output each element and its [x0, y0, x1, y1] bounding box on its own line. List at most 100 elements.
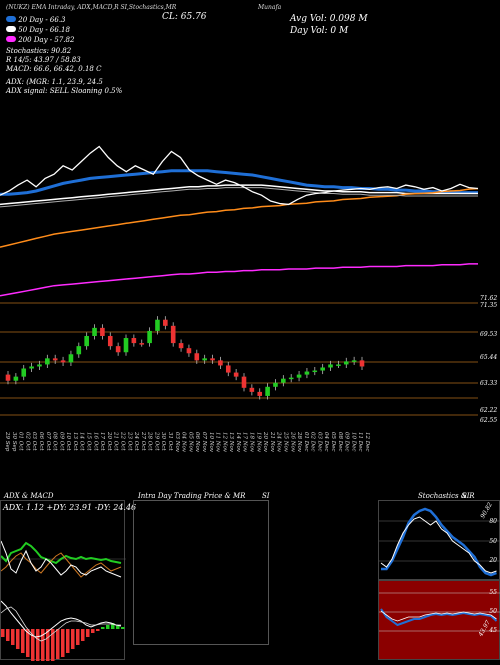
- candle-body: [37, 364, 42, 367]
- date-label: 28 Nov: [296, 431, 302, 453]
- candle-body: [218, 360, 223, 366]
- candle-body: [45, 358, 50, 365]
- candle-body: [84, 335, 89, 347]
- macd-bar: [51, 629, 55, 661]
- candle-body: [210, 358, 215, 361]
- date-label: 08 Oct: [52, 432, 58, 451]
- date-label: 10 Dec: [350, 432, 356, 452]
- adx-minus-line: [0, 552, 122, 578]
- macd-line: [0, 600, 122, 638]
- date-label: 21 Nov: [269, 431, 275, 453]
- date-label: 01 Oct: [18, 432, 24, 451]
- macd-bar: [96, 629, 100, 631]
- date-label: 26 Nov: [289, 431, 295, 453]
- adx-line: [0, 540, 122, 578]
- candle-body: [68, 354, 74, 363]
- stoch-level-50: 50: [489, 538, 497, 545]
- intraday-panel: [133, 500, 269, 645]
- rsi-level-45: 45: [489, 627, 497, 634]
- date-label: 29 Sep: [4, 431, 10, 452]
- candle-body: [76, 346, 82, 355]
- date-label: 07 Nov: [201, 432, 207, 453]
- candle-body: [249, 387, 255, 392]
- price-trace: [0, 145, 479, 206]
- ema-legend: 20 Day - 66.3 50 Day - 66.18 200 Day - 5…: [6, 16, 74, 46]
- candle-body: [312, 370, 318, 373]
- candle-body: [131, 338, 137, 344]
- macd-bar: [76, 629, 80, 645]
- date-label: 10 Nov: [208, 432, 214, 453]
- candle-body: [21, 368, 27, 377]
- macd-signal-line: [0, 606, 121, 642]
- macd-bar: [66, 629, 70, 653]
- macd-bar: [41, 629, 45, 665]
- price-gridlines: [0, 302, 478, 416]
- macd-bar: [36, 629, 40, 663]
- date-label: 10 Oct: [65, 432, 71, 451]
- stoch-d-line: [380, 516, 497, 574]
- date-label: 06 Oct: [38, 432, 44, 451]
- rsi-level-55: 55: [489, 589, 497, 596]
- date-label: 03 Nov: [174, 432, 180, 453]
- candle-body: [29, 366, 34, 369]
- date-label: 24 Nov: [276, 431, 282, 453]
- candle-body: [288, 377, 294, 380]
- candle-body: [265, 386, 270, 396]
- candle-body: [52, 358, 58, 361]
- ticker-header: (NUKZ) EMA Intraday, ADX,MACD,R SI,Stoch…: [6, 4, 177, 11]
- legend-label: 200 Day - 57.82: [18, 36, 75, 44]
- price-label: 62.55: [480, 417, 497, 424]
- date-label: 21 Oct: [113, 431, 119, 451]
- macd-bar: [111, 623, 115, 629]
- date-label: 14 Oct: [79, 432, 85, 451]
- date-label: 11 Nov: [215, 432, 221, 453]
- price-label: 65.44: [480, 354, 497, 361]
- legend-label: 20 Day - 66.3: [18, 16, 66, 24]
- price-label: 71.62: [480, 295, 497, 302]
- date-label: 27 Oct: [140, 431, 146, 451]
- date-label: 28 Oct: [147, 431, 153, 451]
- candle-body: [163, 319, 168, 326]
- date-label: 23 Oct: [126, 431, 132, 451]
- date-label: 15 Oct: [86, 432, 92, 451]
- ema-line-50day-shadow: [0, 187, 478, 208]
- candle-body: [123, 338, 129, 353]
- candle-body: [13, 376, 19, 381]
- date-label: 18 Nov: [249, 432, 255, 453]
- date-label: 24 Oct: [133, 431, 139, 451]
- date-label: 06 Nov: [194, 432, 200, 453]
- candle-body: [273, 382, 278, 387]
- date-label: 29 Oct: [153, 431, 159, 451]
- candle-body: [5, 374, 11, 381]
- rsi-panel: 55 50 45 43.97: [378, 580, 500, 660]
- macd-bar: [61, 629, 65, 657]
- candle-body: [257, 391, 263, 396]
- date-label: 13 Oct: [72, 432, 78, 451]
- date-axis-labels: 29 Sep 30 Sep 01 Oct 02 Oct 03 Oct 06 Oct 07 O…: [4, 431, 370, 453]
- intraday-si: SI: [262, 492, 270, 500]
- source-label: Munafa: [258, 4, 282, 11]
- candle-body: [170, 325, 176, 344]
- macd-bar: [46, 629, 50, 663]
- intraday-title: Intra Day Trading Price & MR: [138, 492, 246, 500]
- macd-bar: [81, 629, 85, 641]
- date-label: 17 Oct: [99, 432, 105, 451]
- date-label: 03 Oct: [31, 432, 37, 451]
- date-label: 01 Dec: [303, 432, 309, 452]
- legend-item-200day: 200 Day - 57.82: [6, 36, 74, 46]
- rsi-value: R 14/5: 43.97 / 58.83: [6, 56, 81, 64]
- macd-bar: [106, 625, 110, 629]
- candle-body: [225, 365, 231, 373]
- ema-line-200-day: [0, 263, 478, 297]
- date-label: 05 Nov: [187, 432, 193, 453]
- indicator-block: Stochastics: 90.82 R 14/5: 43.97 / 58.83…: [6, 47, 122, 96]
- price-label: 63.33: [480, 380, 497, 387]
- adx-readout: ADX: 1.12 +DY: 23.91 -DY: 24.46: [3, 503, 137, 512]
- ema-lines: [0, 145, 479, 297]
- candle-body: [194, 353, 200, 361]
- date-label: 09 Dec: [344, 432, 350, 452]
- date-label: 19 Nov: [255, 432, 261, 453]
- candle-body: [60, 360, 66, 363]
